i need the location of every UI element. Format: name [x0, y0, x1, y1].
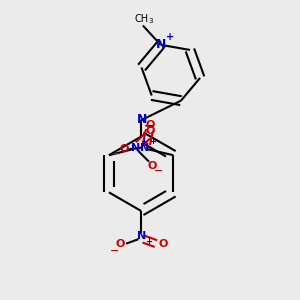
Text: O: O [147, 160, 156, 171]
Text: −: − [154, 166, 163, 176]
Text: O: O [146, 126, 155, 136]
Text: CH: CH [134, 14, 148, 24]
Text: +: + [146, 237, 153, 246]
Text: −: − [144, 119, 155, 132]
Text: N: N [137, 231, 146, 241]
Text: N: N [156, 38, 166, 51]
Text: O: O [146, 120, 155, 130]
Text: N: N [140, 143, 150, 153]
Text: +: + [140, 137, 147, 146]
Text: 3: 3 [148, 18, 153, 24]
Text: O: O [116, 239, 125, 249]
Text: −: − [112, 149, 122, 159]
Text: −: − [110, 245, 120, 256]
Text: O: O [119, 144, 129, 154]
Text: +: + [166, 32, 174, 42]
Text: N: N [137, 113, 147, 126]
Text: +: + [149, 137, 156, 146]
Text: O: O [158, 239, 167, 249]
Text: N: N [131, 143, 140, 153]
